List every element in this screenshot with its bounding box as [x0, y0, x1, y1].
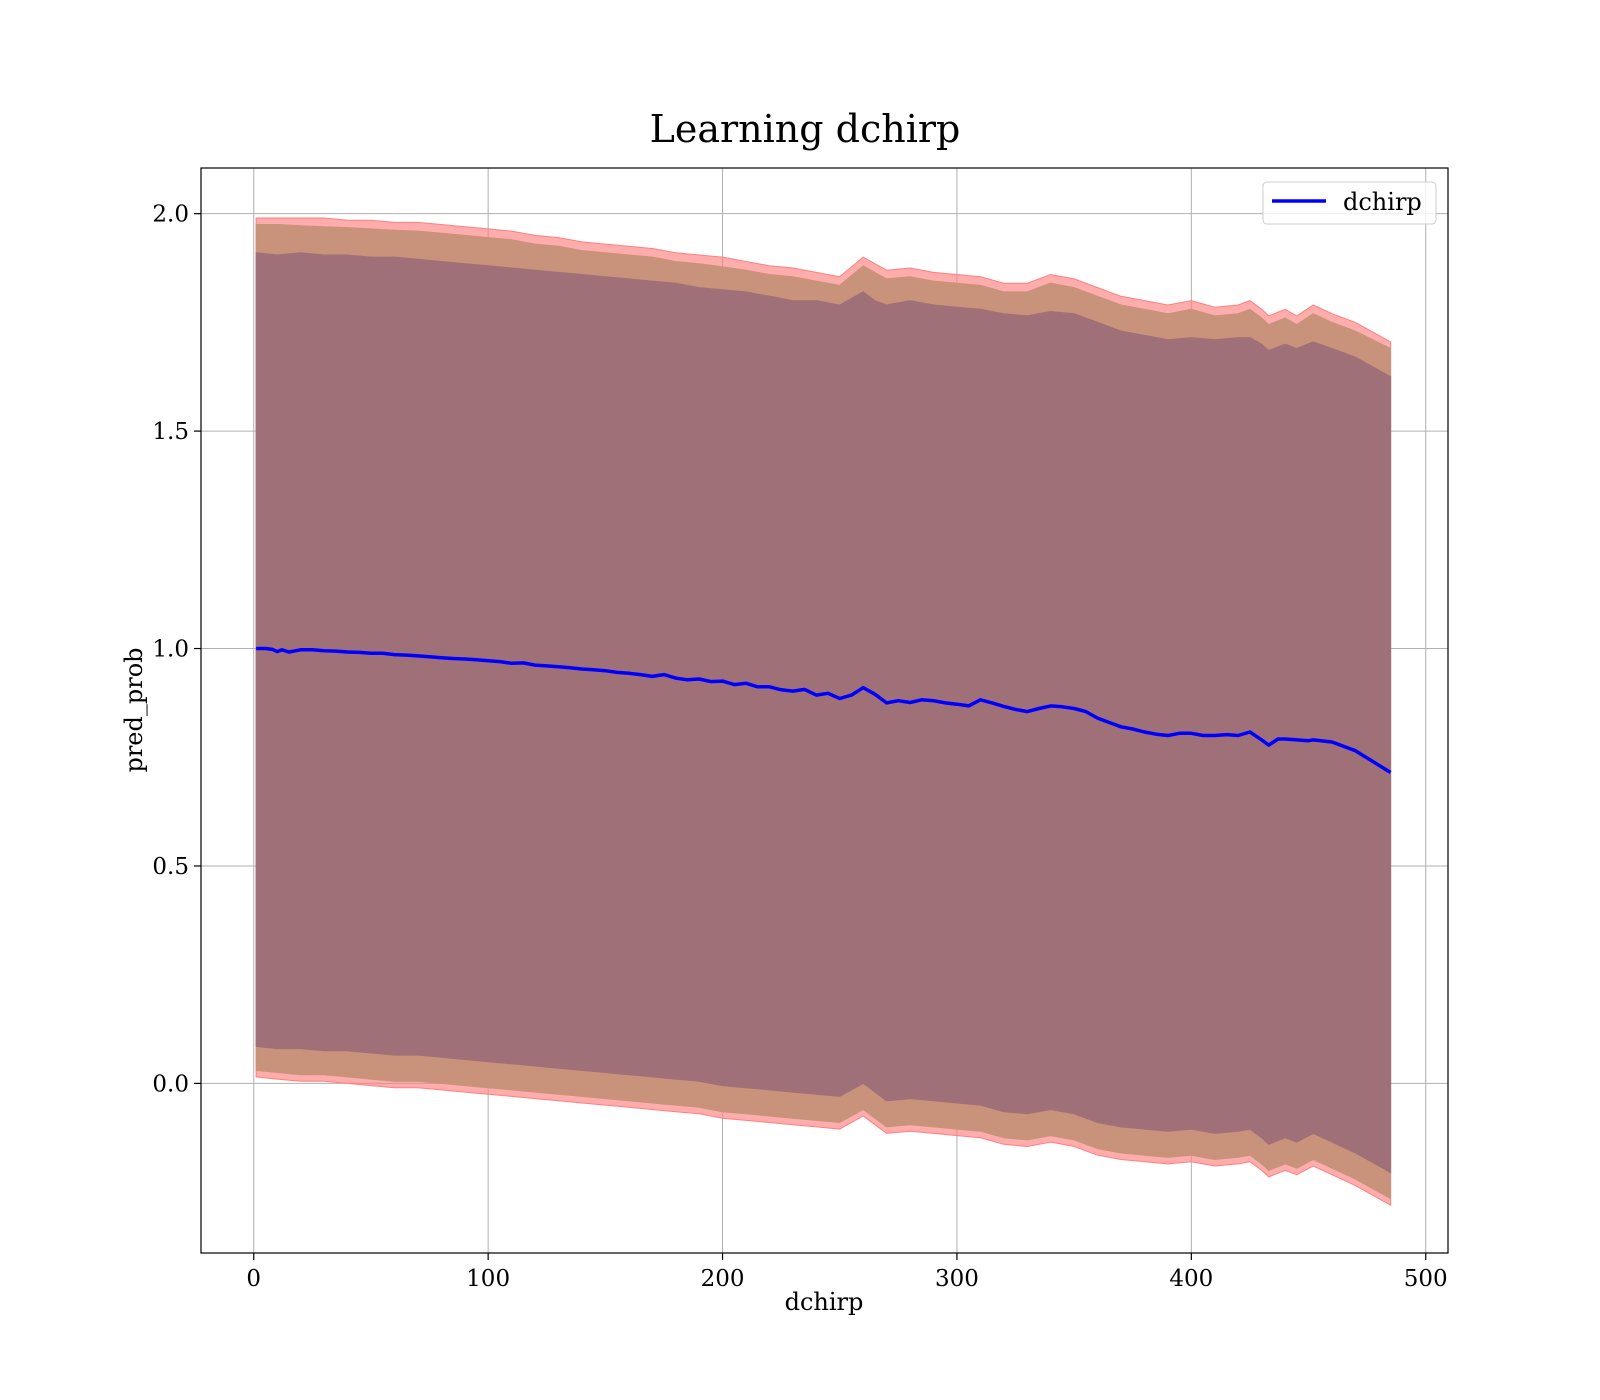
confidence-bands — [255, 217, 1392, 1207]
x-axis-label: dchirp — [785, 1288, 864, 1316]
x-tick-label: 200 — [701, 1266, 745, 1292]
series-line-0 — [256, 646, 1392, 774]
x-tick-label: 100 — [466, 1266, 510, 1292]
chart-title: Learning dchirp — [650, 107, 961, 151]
x-tick-label: 300 — [935, 1266, 979, 1292]
y-tick-label: 2.0 — [152, 202, 189, 228]
y-tick-label: 1.0 — [152, 637, 189, 663]
legend[interactable]: dchirp — [1262, 181, 1437, 225]
plot-frame — [200, 167, 1449, 1254]
legend-box — [1262, 181, 1437, 225]
y-axis-ticks: 0.0 0.5 1.0 1.5 2.0 — [152, 202, 201, 1097]
y-tick-label: 0.0 — [152, 1071, 189, 1097]
series-lines — [256, 646, 1392, 774]
x-tick-label: 500 — [1404, 1266, 1448, 1292]
legend-label: dchirp — [1343, 188, 1422, 216]
y-axis-label: pred_prob — [120, 647, 148, 772]
x-tick-label: 0 — [246, 1266, 261, 1292]
band-inner — [255, 252, 1392, 1174]
y-tick-label: 1.5 — [152, 419, 189, 445]
x-tick-label: 400 — [1169, 1266, 1213, 1292]
y-tick-label: 0.5 — [152, 854, 189, 880]
x-axis-ticks: 0 100 200 300 400 500 — [246, 1253, 1448, 1292]
